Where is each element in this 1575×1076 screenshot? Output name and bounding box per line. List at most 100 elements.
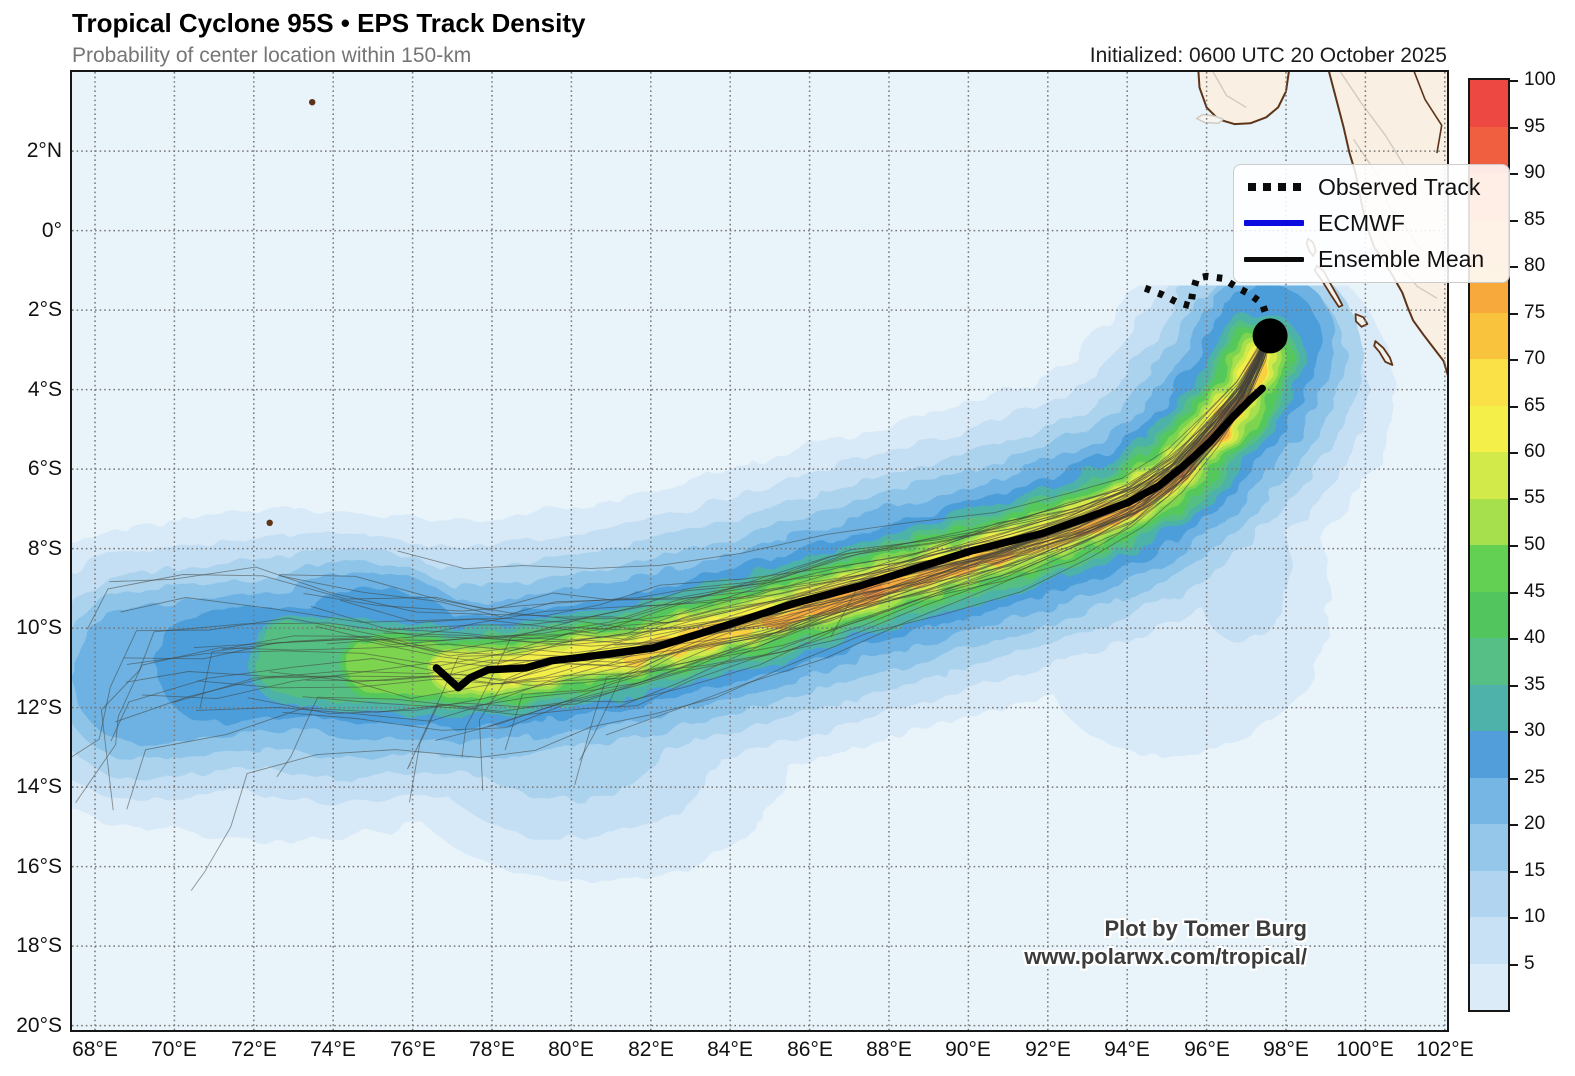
colorbar-tick-label: 10 xyxy=(1524,906,1546,927)
x-axis-tick-label: 98°E xyxy=(1263,1038,1309,1061)
colorbar-tick xyxy=(1510,80,1518,82)
colorbar-tick-label: 5 xyxy=(1524,953,1535,974)
small-island xyxy=(266,519,273,526)
legend-item-ecmwf: ECMWF xyxy=(1234,210,1509,237)
colorbar-tick xyxy=(1510,545,1518,547)
colorbar-segment xyxy=(1470,684,1508,731)
ensemble-member xyxy=(72,337,1266,758)
colorbar-tick xyxy=(1510,871,1518,873)
colorbar-tick xyxy=(1510,731,1518,733)
colorbar-segment xyxy=(1470,963,1508,1010)
colorbar-segment xyxy=(1470,452,1508,499)
y-axis-tick-label: 14°S xyxy=(16,775,62,798)
colorbar xyxy=(1468,78,1510,1012)
colorbar-tick-label: 30 xyxy=(1524,720,1546,741)
colorbar-tick xyxy=(1510,498,1518,500)
colorbar-tick-label: 55 xyxy=(1524,487,1546,508)
colorbar-tick xyxy=(1510,592,1518,594)
colorbar-tick xyxy=(1510,266,1518,268)
x-axis-tick-label: 86°E xyxy=(787,1038,833,1061)
y-axis-tick-label: 20°S xyxy=(16,1014,62,1037)
x-axis-tick-label: 68°E xyxy=(72,1038,118,1061)
colorbar-tick xyxy=(1510,452,1518,454)
colorbar-segment xyxy=(1470,638,1508,685)
y-axis-tick-label: 2°S xyxy=(27,298,62,321)
ensemble-member xyxy=(86,337,1266,630)
x-axis-tick-label: 74°E xyxy=(310,1038,356,1061)
x-axis-tick-label: 92°E xyxy=(1025,1038,1071,1061)
colorbar-tick-label: 80 xyxy=(1524,255,1546,276)
colorbar-tick-label: 45 xyxy=(1524,581,1546,602)
observed-track-dotted-icon xyxy=(1244,183,1304,192)
colorbar-segment xyxy=(1470,359,1508,406)
legend: Observed Track ECMWF Ensemble Mean xyxy=(1233,164,1510,283)
colorbar-tick xyxy=(1510,824,1518,826)
page-subtitle: Probability of center location within 15… xyxy=(72,44,472,67)
x-axis-tick-label: 82°E xyxy=(628,1038,674,1061)
x-axis-tick-label: 90°E xyxy=(945,1038,991,1061)
track-density-svg xyxy=(72,72,1447,1030)
x-axis-tick-label: 88°E xyxy=(866,1038,912,1061)
credits: Plot by Tomer Burg www.polarwx.com/tropi… xyxy=(1024,915,1307,972)
y-axis-tick-label: 12°S xyxy=(16,696,62,719)
colorbar-segment xyxy=(1470,731,1508,778)
legend-label-mean: Ensemble Mean xyxy=(1318,246,1485,273)
credits-url: www.polarwx.com/tropical/ xyxy=(1024,944,1307,970)
legend-item-observed: Observed Track xyxy=(1234,174,1509,201)
init-time-label: Initialized: 0600 UTC 20 October 2025 xyxy=(1089,44,1447,67)
x-axis-tick-label: 94°E xyxy=(1104,1038,1150,1061)
colorbar-tick xyxy=(1510,638,1518,640)
colorbar-tick-label: 85 xyxy=(1524,209,1546,230)
colorbar-segment xyxy=(1470,80,1508,127)
colorbar-segment xyxy=(1470,312,1508,359)
ensemble-member xyxy=(120,334,1266,623)
y-axis-tick-label: 10°S xyxy=(16,616,62,639)
colorbar-tick-label: 20 xyxy=(1524,813,1546,834)
map-plot-area: Observed Track ECMWF Ensemble Mean Plot … xyxy=(70,70,1510,1032)
colorbar-tick xyxy=(1510,778,1518,780)
y-axis-tick-label: 2°N xyxy=(26,139,62,162)
y-axis-tick-label: 6°S xyxy=(27,457,62,480)
current-position-marker xyxy=(1252,318,1288,354)
y-axis-tick-label: 8°S xyxy=(27,537,62,560)
colorbar-tick xyxy=(1510,964,1518,966)
y-axis-tick-label: 4°S xyxy=(27,378,62,401)
colorbar-segment xyxy=(1470,777,1508,824)
x-axis-tick-label: 72°E xyxy=(231,1038,277,1061)
ensemble-mean-track xyxy=(432,384,1266,692)
colorbar-tick-label: 50 xyxy=(1524,534,1546,555)
colorbar-segment xyxy=(1470,405,1508,452)
ensemble-member xyxy=(110,339,1265,742)
island xyxy=(1354,313,1369,328)
ensemble-member xyxy=(397,334,1264,570)
colorbar-tick-label: 25 xyxy=(1524,767,1546,788)
ecmwf-line-icon xyxy=(1244,220,1304,227)
credits-author: Plot by Tomer Burg xyxy=(1104,915,1308,941)
colorbar-segment xyxy=(1470,824,1508,871)
x-axis-tick-label: 96°E xyxy=(1184,1038,1230,1061)
x-axis-tick-label: 80°E xyxy=(548,1038,594,1061)
ensemble-member xyxy=(173,339,1265,703)
page-title: Tropical Cyclone 95S • EPS Track Density xyxy=(72,8,586,38)
legend-item-mean: Ensemble Mean xyxy=(1234,246,1509,273)
colorbar-tick xyxy=(1510,359,1518,361)
colorbar-tick xyxy=(1510,173,1518,175)
y-axis-tick-label: 16°S xyxy=(16,855,62,878)
colorbar-segment xyxy=(1470,917,1508,964)
colorbar-segment xyxy=(1470,870,1508,917)
ensemble-member xyxy=(100,336,1267,811)
small-island xyxy=(309,99,316,106)
x-axis-tick-label: 102°E xyxy=(1416,1038,1474,1061)
colorbar-tick-label: 35 xyxy=(1524,674,1546,695)
ensemble-mean-line-icon xyxy=(1244,257,1304,263)
colorbar-tick-label: 60 xyxy=(1524,441,1546,462)
ensemble-member xyxy=(109,335,1265,617)
colorbar-tick-label: 65 xyxy=(1524,395,1546,416)
colorbar-tick xyxy=(1510,313,1518,315)
y-axis-tick-label: 0° xyxy=(41,219,62,242)
observed-track xyxy=(1143,272,1274,337)
colorbar-segment xyxy=(1470,545,1508,592)
x-axis-tick-label: 84°E xyxy=(707,1038,753,1061)
colorbar-tick xyxy=(1510,406,1518,408)
